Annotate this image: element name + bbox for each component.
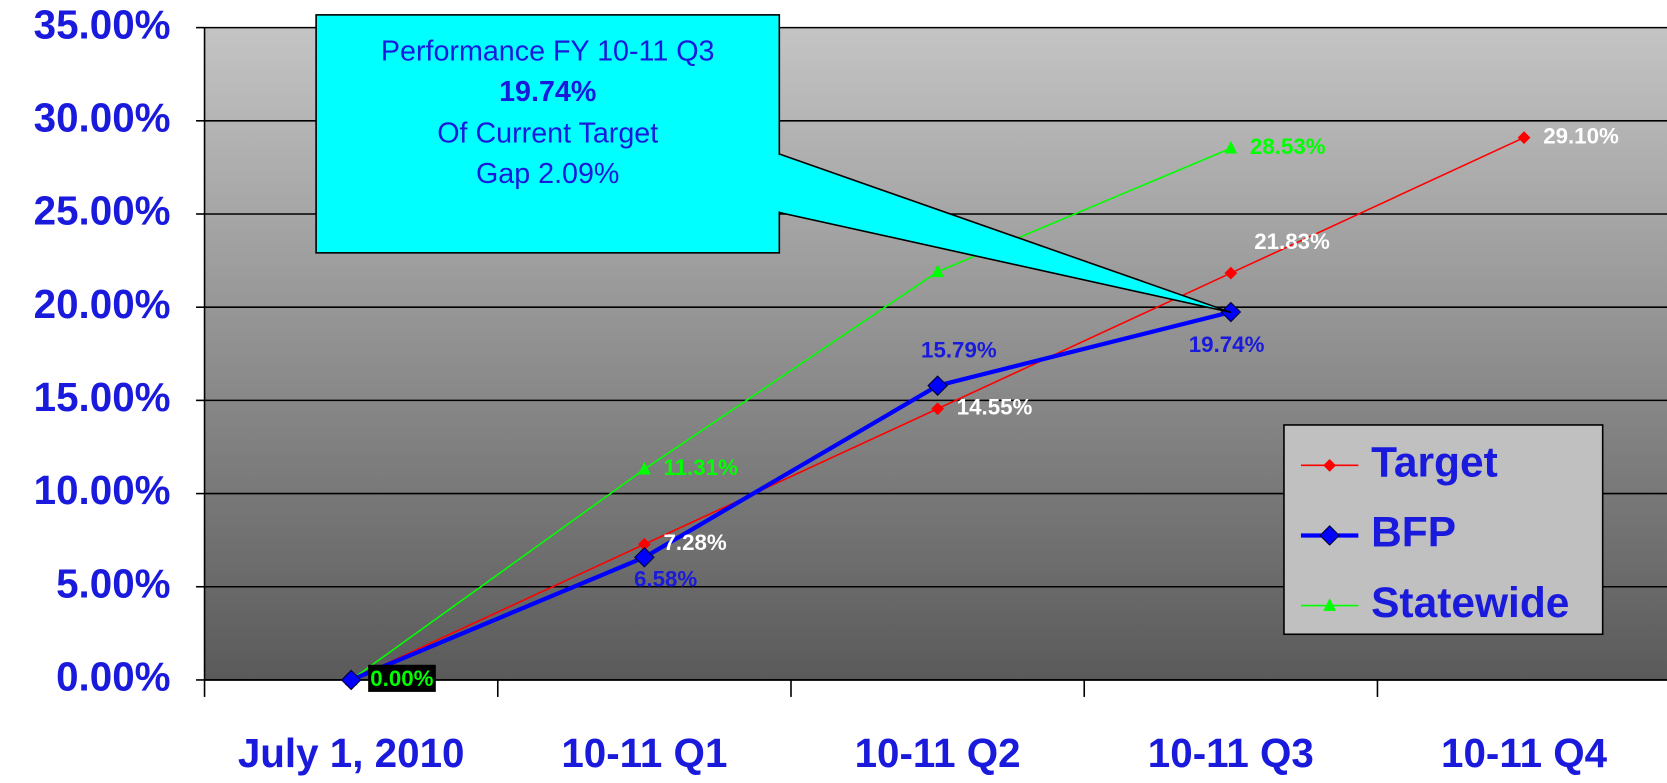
y-tick-label: 20.00%: [34, 281, 171, 327]
callout-text: Performance FY 10-11 Q3: [381, 36, 715, 68]
series-line: [350, 147, 1232, 681]
y-tick-label: 35.00%: [34, 1, 171, 47]
data-point: [1224, 140, 1238, 154]
callout-text: Of Current Target: [437, 118, 658, 150]
data-label: 14.55%: [957, 395, 1033, 420]
data-point: [340, 669, 362, 691]
y-tick-label: 0.00%: [56, 654, 170, 700]
data-point: [638, 461, 651, 475]
data-label: 6.58%: [634, 567, 697, 592]
legend-marker: [1323, 458, 1337, 472]
data-label: 21.83%: [1254, 229, 1330, 254]
data-label: 11.31%: [664, 455, 739, 480]
callout: Performance FY 10-11 Q3 19.74% Of Curren…: [315, 14, 1232, 314]
data-point: [634, 546, 655, 568]
series-line: [350, 309, 1232, 682]
legend-marker: [1319, 525, 1340, 546]
legend-marker: [1323, 598, 1337, 611]
x-tick-label: 10-11 Q2: [855, 730, 1021, 776]
data-point: [1517, 131, 1531, 144]
x-tick-label: July 1, 2010: [238, 730, 465, 776]
data-point: [931, 264, 944, 278]
x-tick-label: 10-11 Q4: [1441, 730, 1608, 776]
data-label: 7.28%: [664, 530, 727, 555]
data-point: [927, 375, 948, 396]
data-label: 29.10%: [1543, 123, 1619, 148]
data-label: 28.53%: [1250, 134, 1326, 159]
legend-label: BFP: [1371, 510, 1456, 557]
callout-text: 19.74%: [499, 76, 596, 108]
y-tick-label: 30.00%: [34, 94, 171, 140]
callout-box: [315, 14, 781, 254]
legend-entries: Target BFP Statewide: [1300, 440, 1569, 627]
legend-label: Target: [1371, 440, 1498, 487]
data-label: 19.74%: [1189, 332, 1265, 357]
callout-text: Gap 2.09%: [476, 158, 619, 190]
data-label-bg: [368, 664, 436, 692]
legend-label: Statewide: [1371, 580, 1569, 627]
data-point: [638, 537, 651, 551]
x-tick-label: 10-11 Q3: [1148, 730, 1314, 776]
data-point: [1224, 266, 1238, 280]
legend: [1283, 424, 1604, 636]
data-label: 0.00%: [370, 666, 433, 691]
y-tick-label: 15.00%: [34, 374, 171, 420]
y-tick-label: 5.00%: [56, 560, 170, 606]
data-label: 15.79%: [921, 338, 997, 363]
y-tick-label: 10.00%: [34, 467, 171, 513]
data-point: [931, 402, 944, 416]
y-tick-label: 25.00%: [34, 188, 171, 234]
x-tick-label: 10-11 Q1: [561, 730, 727, 776]
